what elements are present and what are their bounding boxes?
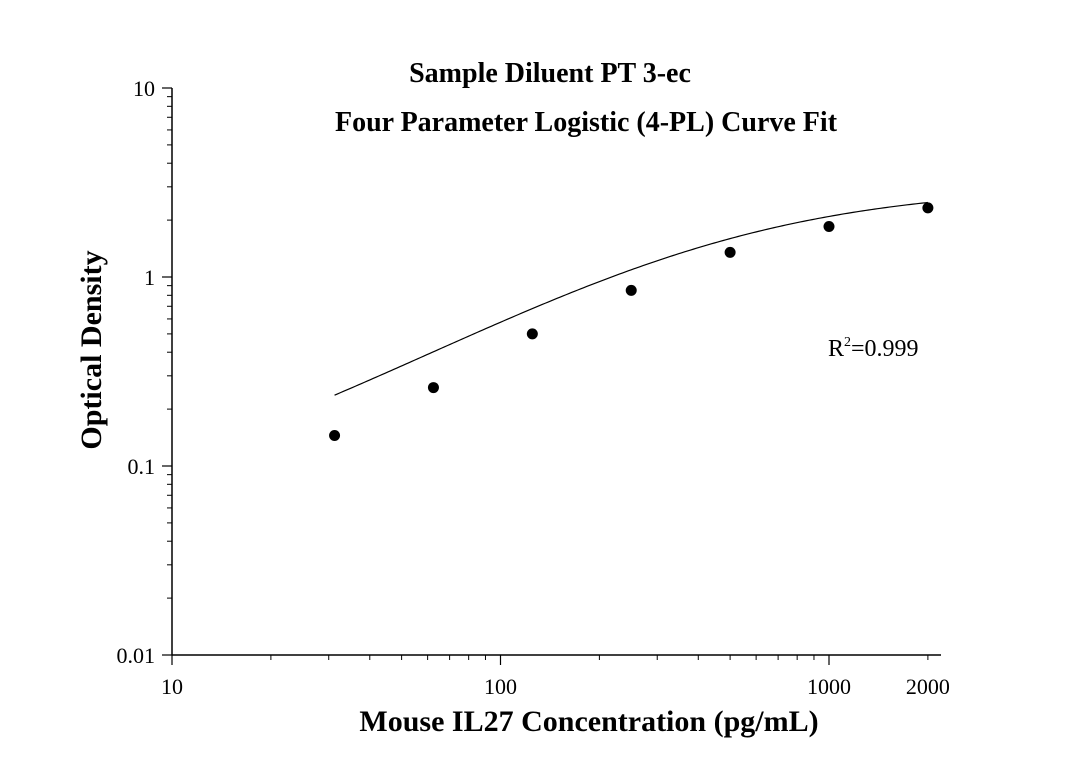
x-axis-label: Mouse IL27 Concentration (pg/mL)	[359, 705, 818, 738]
data-point	[625, 284, 637, 296]
chart-title: Sample Diluent PT 3-ec	[409, 58, 691, 89]
x-tick-label: 100	[484, 674, 517, 699]
data-point	[329, 430, 341, 442]
r-squared-value: =0.999	[851, 336, 919, 362]
y-tick-label: 1	[144, 265, 155, 290]
fit-curve	[334, 201, 928, 396]
y-tick-label: 0.1	[128, 454, 156, 479]
axes	[171, 88, 941, 656]
data-points	[329, 202, 934, 442]
y-tick-label: 10	[133, 76, 155, 101]
data-point	[526, 328, 538, 340]
x-tick-label: 2000	[906, 674, 950, 699]
y-axis-ticks: 0.01 0.1 1 10	[117, 76, 172, 668]
r-squared-base: R	[828, 336, 844, 362]
data-point	[922, 202, 934, 214]
x-tick-label: 10	[161, 674, 183, 699]
x-tick-label: 1000	[807, 674, 851, 699]
r-squared-annotation: R2=0.999	[828, 335, 919, 362]
data-point	[427, 382, 439, 394]
y-axis-label: Optical Density	[75, 250, 108, 449]
r-squared-superscript: 2	[844, 335, 851, 350]
y-tick-label: 0.01	[117, 643, 156, 668]
data-point	[823, 221, 835, 233]
x-axis-ticks: 10 100 1000 2000	[161, 655, 950, 699]
chart-subtitle: Four Parameter Logistic (4-PL) Curve Fit	[335, 107, 838, 138]
data-point	[724, 246, 736, 258]
